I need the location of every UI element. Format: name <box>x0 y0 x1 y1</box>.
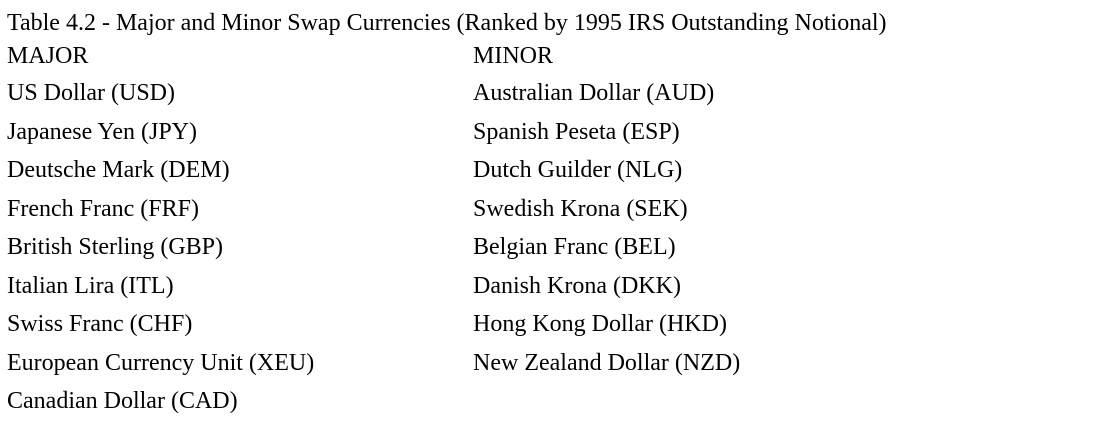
minor-heading: MINOR <box>473 43 554 69</box>
major-currency-item: Canadian Dollar (CAD) <box>7 388 238 414</box>
minor-currency-item: Dutch Guilder (NLG) <box>473 157 683 183</box>
table-caption: Table 4.2 - Major and Minor Swap Currenc… <box>7 10 887 36</box>
major-currency-item: European Currency Unit (XEU) <box>7 349 315 376</box>
minor-currency-item: Belgian Franc (BEL) <box>473 234 676 260</box>
minor-currency-item: Danish Krona (DKK) <box>473 272 681 299</box>
minor-currency-item: New Zealand Dollar (NZD) <box>473 349 741 376</box>
major-heading: MAJOR <box>7 43 89 69</box>
document-page: Table 4.2 - Major and Minor Swap Currenc… <box>7 8 1116 426</box>
major-currency-item: French Franc (FRF) <box>7 195 199 222</box>
major-currency-item: Japanese Yen (JPY) <box>7 118 197 145</box>
minor-currency-item: Hong Kong Dollar (HKD) <box>473 311 727 337</box>
major-currency-item: Swiss Franc (CHF) <box>7 311 193 337</box>
major-currency-item: Italian Lira (ITL) <box>7 272 174 299</box>
major-currency-item: US Dollar (USD) <box>7 80 175 106</box>
minor-currency-item: Spanish Peseta (ESP) <box>473 118 680 145</box>
minor-column: MINOR Australian Dollar (AUD) Spanish Pe… <box>473 39 740 384</box>
minor-currency-item: Swedish Krona (SEK) <box>473 195 688 222</box>
major-column: MAJOR US Dollar (USD) Japanese Yen (JPY)… <box>7 39 314 423</box>
minor-currency-item: Australian Dollar (AUD) <box>473 80 715 106</box>
major-currency-item: Deutsche Mark (DEM) <box>7 157 230 183</box>
major-currency-item: British Sterling (GBP) <box>7 234 224 260</box>
